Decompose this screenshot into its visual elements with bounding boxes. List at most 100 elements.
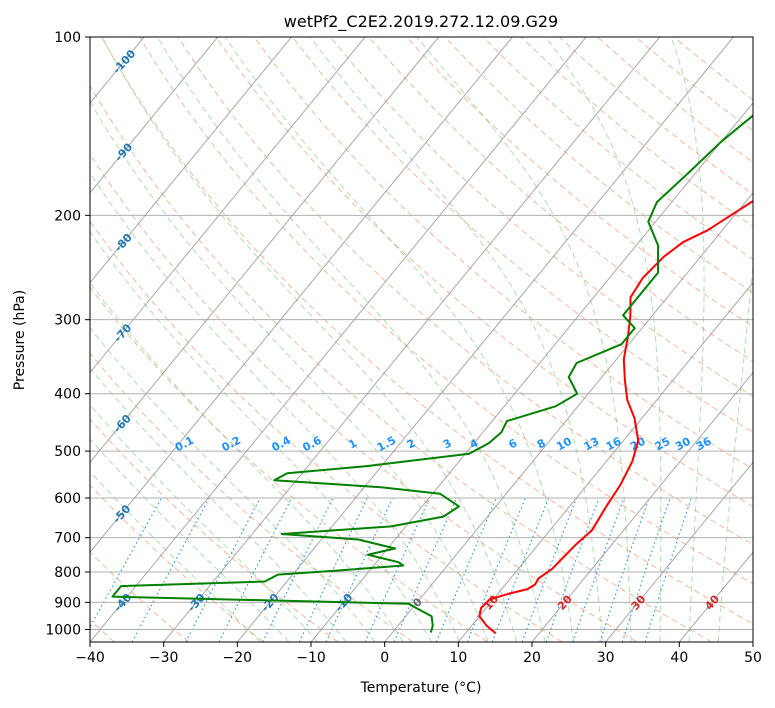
isotherm-label: -20	[259, 591, 282, 615]
x-tick-label: 40	[670, 650, 688, 666]
mixing-ratio-label: 30	[673, 435, 693, 454]
mixing-ratio-line	[90, 497, 163, 629]
mixing-ratio-line	[435, 497, 497, 642]
moist-adiabat-line	[90, 171, 461, 642]
plot-frame	[89, 36, 754, 643]
x-tick-label: −30	[149, 650, 179, 666]
moist-adiabat-line	[90, 404, 319, 642]
mixing-ratio-label: 6	[506, 436, 519, 451]
moist-adiabat-line	[90, 327, 376, 642]
y-tick-label: 900	[54, 595, 81, 611]
skewt-labels: 0.1 0.2 0.4 0.6 1 1.5 2 3 4 6 8 10 13 16 20 25 30 36-100-…	[110, 47, 722, 614]
y-axis: 1000 900 800 700 600 500 400 300 200 100	[45, 30, 90, 638]
mixing-ratio-label: 1	[346, 436, 359, 451]
isotherm-label: -80	[112, 231, 135, 255]
dry-adiabat-line	[292, 37, 753, 433]
y-tick-label: 200	[54, 208, 81, 224]
temperature-profile-line	[478, 199, 753, 635]
y-tick-label: 700	[54, 531, 81, 547]
y-tick-label: 600	[54, 491, 81, 507]
isotherm-line	[90, 37, 219, 194]
moist-adiabat-line	[90, 282, 404, 642]
y-tick-label: 400	[54, 387, 81, 403]
x-tick-label: −10	[296, 650, 326, 666]
x-tick-label: 10	[449, 650, 467, 666]
plot-area: 0.1 0.2 0.4 0.6 1 1.5 2 3 4 6 8 10 13 16 20 25 30 36-100-…	[90, 37, 753, 642]
x-axis-label: Temperature (°C)	[360, 680, 482, 696]
moist-adiabat-line	[717, 261, 753, 642]
y-tick-label: 300	[54, 313, 81, 329]
mixing-ratio-line	[599, 497, 650, 642]
y-tick-label: 100	[54, 30, 81, 46]
moist-adiabat-line	[157, 37, 546, 642]
isotherm-line	[384, 192, 753, 642]
chart-title: wetPf2_C2E2.2019.272.12.09.G29	[284, 12, 558, 32]
moist-adiabat-line	[670, 37, 705, 642]
mixing-ratio-line	[572, 497, 625, 642]
x-axis: −40 −30 −20 −10 0 10 20 30 40 50	[75, 642, 762, 666]
moist-adiabat-line	[90, 231, 432, 642]
y-axis-label: Pressure (hPa)	[12, 290, 28, 390]
dry-adiabat-line	[559, 37, 753, 195]
mixing-ratio-label: 13	[582, 435, 602, 454]
isotherm-line	[90, 37, 292, 284]
isotherm-line	[90, 37, 440, 464]
dry-adiabat-line	[90, 286, 488, 642]
isotherm-label: -50	[110, 502, 133, 526]
isotherm-line	[531, 371, 753, 642]
mixing-ratio-line	[644, 497, 692, 642]
dry-adiabat-line	[368, 37, 753, 362]
mixing-ratio-label: 3	[441, 436, 454, 451]
moist-adiabat-line	[90, 438, 290, 642]
dry-adiabat-line	[90, 484, 264, 642]
moist-adiabat-line	[224, 37, 575, 642]
dry-adiabats	[90, 37, 753, 642]
dry-adiabat-line	[90, 84, 712, 642]
mixing-ratio-line	[364, 497, 430, 642]
pressure-gridlines	[90, 37, 753, 630]
moist-adiabat-line	[101, 37, 517, 642]
mixing-ratio-line	[491, 497, 550, 642]
dry-adiabat-line	[635, 37, 753, 132]
mixing-ratio-line	[621, 497, 671, 642]
y-tick-label: 800	[54, 565, 81, 581]
mixing-ratio-line	[466, 497, 526, 642]
isotherm-line	[605, 461, 753, 642]
dry-adiabat-line	[482, 37, 753, 260]
isotherm-label: -70	[111, 321, 134, 345]
dry-adiabat-line	[253, 37, 753, 470]
dry-adiabat-line	[90, 153, 638, 642]
isotherm-line	[457, 281, 753, 642]
mixing-ratio-line	[393, 497, 458, 642]
moist-adiabat-line	[545, 37, 662, 642]
isotherm-line	[163, 37, 661, 642]
x-tick-label: 50	[744, 650, 762, 666]
isotherm-line	[752, 641, 753, 642]
dry-adiabat-line	[90, 418, 339, 642]
y-tick-label: 1000	[45, 622, 81, 638]
x-tick-label: −20	[223, 650, 253, 666]
isotherm-line	[236, 37, 734, 642]
isotherm-line	[90, 37, 513, 553]
mixing-ratio-line	[262, 497, 334, 642]
x-tick-label: 30	[597, 650, 615, 666]
mixing-ratio-label: 10	[554, 435, 574, 454]
mixing-ratio-line	[131, 497, 210, 642]
y-tick-label: 500	[54, 444, 81, 460]
dry-adiabat-line	[215, 37, 753, 507]
mixing-ratio-label: 16	[604, 435, 624, 454]
isotherm-line	[90, 37, 366, 374]
dry-adiabat-line	[101, 37, 753, 625]
mixing-ratio-label: 25	[653, 435, 673, 454]
dewpoint-profile-line	[111, 114, 753, 633]
dry-adiabat-line	[90, 352, 414, 642]
moist-adiabat-line	[416, 37, 632, 642]
dry-adiabat-line	[90, 220, 563, 642]
dry-adiabat-line	[673, 37, 753, 101]
dry-adiabat-line	[90, 551, 190, 642]
mixing-ratio-label: 2	[405, 436, 418, 451]
moist-adiabat-line	[90, 100, 489, 642]
x-tick-label: 0	[380, 650, 389, 666]
x-tick-label: −40	[75, 650, 105, 666]
